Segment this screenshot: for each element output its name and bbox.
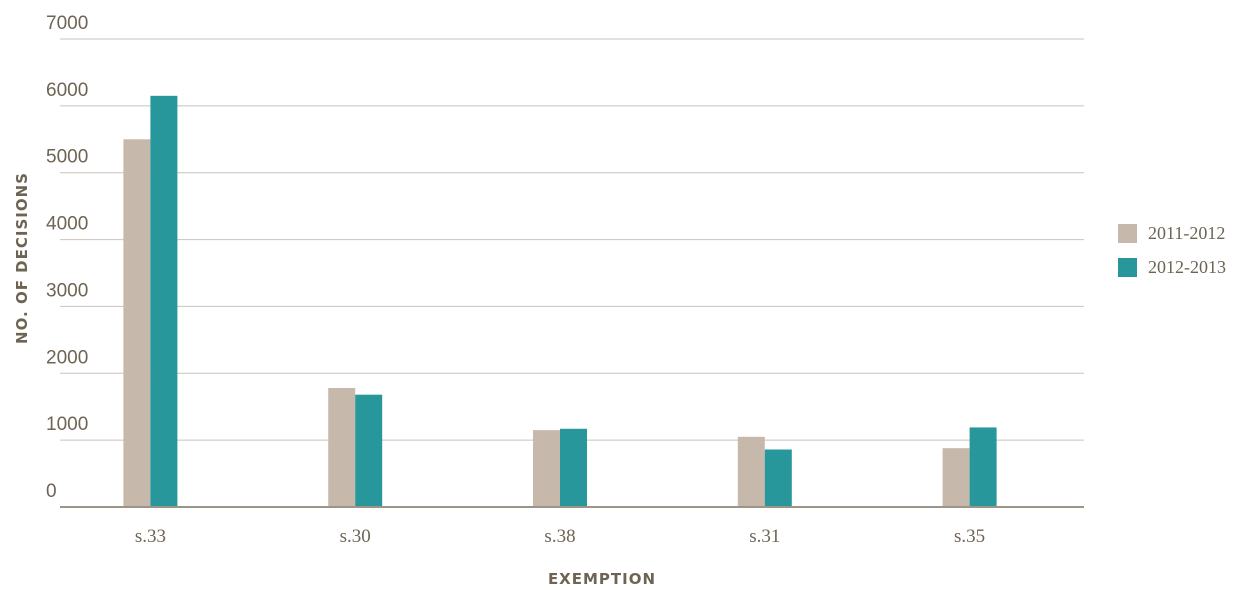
bar: [150, 95, 178, 507]
y-tick-label: 4000: [46, 214, 88, 235]
y-tick-label: 2000: [46, 347, 88, 368]
legend-swatch: [1118, 224, 1137, 243]
legend: 2011-2012 2012-2013: [1118, 223, 1226, 277]
x-tick-label: s.31: [749, 526, 780, 547]
x-tick-label: s.35: [954, 526, 985, 547]
legend-swatch: [1118, 258, 1137, 277]
bars: [123, 95, 997, 508]
bar: [355, 394, 383, 507]
bar: [764, 449, 792, 507]
y-tick-label: 1000: [46, 414, 88, 435]
x-axis-ticks: s.33 s.30 s.38 s.31 s.35: [135, 526, 985, 547]
legend-label: 2012-2013: [1148, 257, 1226, 277]
bar: [737, 436, 765, 507]
gridlines: [60, 38, 1084, 441]
x-tick-label: s.30: [340, 526, 371, 547]
bar: [533, 430, 560, 507]
bar: [969, 427, 997, 507]
y-tick-label: 3000: [46, 280, 88, 301]
y-tick-label: 5000: [46, 147, 88, 168]
legend-label: 2011-2012: [1148, 223, 1225, 243]
y-tick-label: 0: [46, 481, 57, 502]
x-tick-label: s.33: [135, 526, 166, 547]
bar: [123, 139, 151, 508]
bar: [942, 448, 970, 507]
y-axis-ticks: 0 1000 2000 3000 4000 5000 6000 7000: [46, 13, 88, 502]
x-axis-title: EXEMPTION: [548, 570, 656, 588]
bar: [328, 387, 356, 507]
y-axis-title: NO. OF DECISIONS: [13, 172, 31, 344]
bar: [560, 428, 587, 507]
y-tick-label: 6000: [46, 80, 88, 101]
y-tick-label: 7000: [46, 13, 88, 34]
x-tick-label: s.38: [544, 526, 575, 547]
